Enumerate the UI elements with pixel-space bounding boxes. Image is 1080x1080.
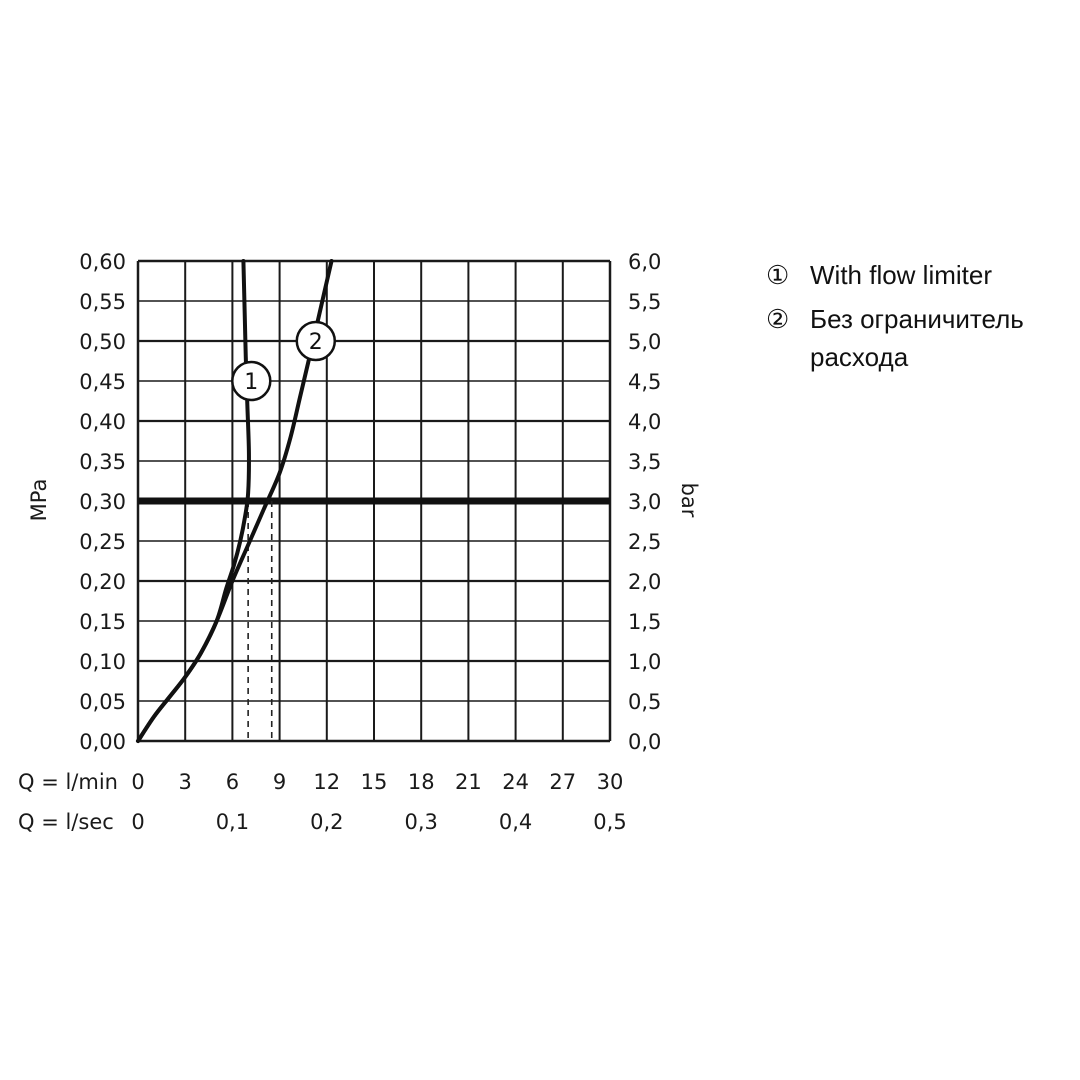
y-axis-right-label: bar	[677, 483, 701, 518]
y-tick-right-label: 4,0	[628, 410, 661, 434]
x-tick-label: 3	[179, 770, 192, 794]
y-tick-left-label: 0,20	[79, 570, 126, 594]
y-tick-left-label: 0,05	[79, 690, 126, 714]
x2-tick-label: 0,5	[593, 810, 626, 834]
y-tick-right-label: 4,5	[628, 370, 661, 394]
x-tick-label: 9	[273, 770, 286, 794]
x-tick-label: 6	[226, 770, 239, 794]
legend-marker-1: ①	[766, 260, 790, 290]
y-tick-right-label: 2,5	[628, 530, 661, 554]
legend-text-2: Без ограничитель расхода	[810, 304, 1024, 372]
y-tick-right-label: 1,5	[628, 610, 661, 634]
legend-item-1: ① With flow limiter	[766, 256, 1080, 294]
y-tick-right-label: 0,0	[628, 730, 661, 754]
y-tick-left-label: 0,25	[79, 530, 126, 554]
y-axis-left-label: MPa	[27, 479, 51, 522]
y-tick-right-label: 3,5	[628, 450, 661, 474]
y-tick-left-label: 0,55	[79, 290, 126, 314]
y-tick-right-label: 2,0	[628, 570, 661, 594]
legend: ① With flow limiter ② Без ограничитель р…	[766, 256, 1080, 382]
curve-marker-label-1: 1	[244, 370, 258, 395]
y-tick-right-label: 5,0	[628, 330, 661, 354]
dashed-drop-lines	[247, 501, 273, 741]
x-axis-row1-label: Q = l/min	[18, 770, 118, 794]
y-tick-right-label: 1,0	[628, 650, 661, 674]
y-tick-left-label: 0,40	[79, 410, 126, 434]
y-tick-left-label: 0,35	[79, 450, 126, 474]
y-tick-left-label: 0,15	[79, 610, 126, 634]
x2-tick-label: 0	[131, 810, 144, 834]
legend-marker-2: ②	[766, 304, 790, 334]
curves-group: 12	[136, 259, 337, 743]
y-tick-left-label: 0,45	[79, 370, 126, 394]
legend-text-1: With flow limiter	[810, 260, 993, 290]
curve-marker-circle-1	[231, 360, 272, 402]
y-tick-right-label: 6,0	[628, 250, 661, 274]
curve-marker-label-2: 2	[309, 330, 323, 355]
y-tick-right-label: 3,0	[628, 490, 661, 514]
x-tick-label: 24	[502, 770, 529, 794]
curve-marker-circle-2	[295, 320, 337, 362]
y-tick-right-label: 5,5	[628, 290, 661, 314]
x-axis-row2-label: Q = l/sec	[18, 810, 114, 834]
y-tick-left-label: 0,60	[79, 250, 126, 274]
legend-item-2: ② Без ограничитель расхода	[766, 300, 1080, 376]
y-tick-left-label: 0,50	[79, 330, 126, 354]
x2-tick-label: 0,1	[216, 810, 249, 834]
curve-2	[136, 259, 334, 743]
x-tick-label: 18	[408, 770, 435, 794]
tick-labels: 0,000,050,100,150,200,250,300,350,400,45…	[79, 250, 661, 834]
x-tick-label: 30	[597, 770, 624, 794]
x-tick-label: 21	[455, 770, 482, 794]
x-tick-label: 27	[549, 770, 576, 794]
x2-tick-label: 0,3	[404, 810, 437, 834]
y-tick-left-label: 0,10	[79, 650, 126, 674]
x2-tick-label: 0,4	[499, 810, 532, 834]
x2-tick-label: 0,2	[310, 810, 343, 834]
y-tick-left-label: 0,30	[79, 490, 126, 514]
x-tick-label: 0	[131, 770, 144, 794]
y-tick-right-label: 0,5	[628, 690, 661, 714]
y-tick-left-label: 0,00	[79, 730, 126, 754]
x-tick-label: 12	[313, 770, 340, 794]
x-tick-label: 15	[361, 770, 388, 794]
